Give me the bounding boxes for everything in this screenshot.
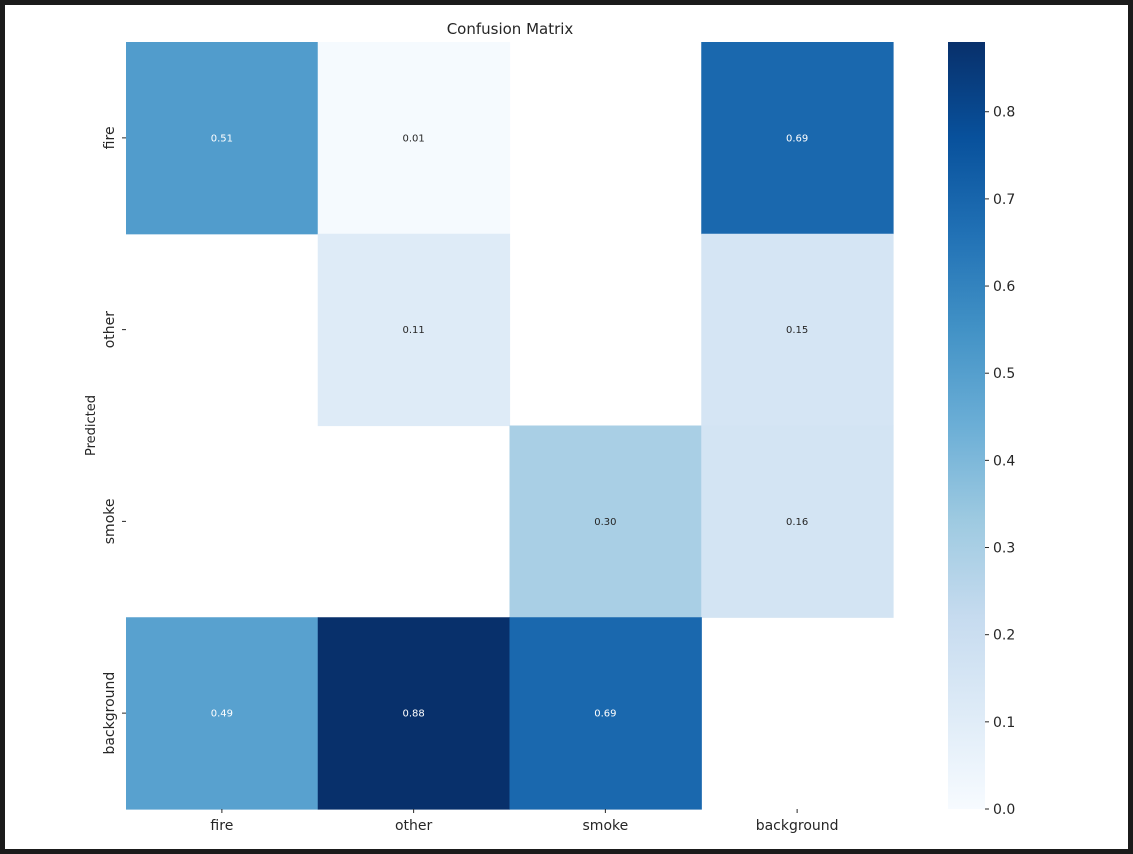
cell-background-other xyxy=(317,617,511,810)
y-tick-label-smoke: smoke xyxy=(102,499,118,545)
y-tick-label-fire: fire xyxy=(102,126,118,149)
cell-background-fire xyxy=(126,617,319,810)
colorbar-tick-label: 0.7 xyxy=(993,192,1015,208)
cell-label-background-fire: 0.49 xyxy=(211,709,233,720)
cell-other-background xyxy=(701,233,894,427)
x-tick-label-smoke: smoke xyxy=(583,818,629,834)
cell-smoke-background xyxy=(701,425,894,618)
heatmap-cell-labels: 0.51 0.01 0.69 0.11 0.15 0.30 0.16 0.49 0.88 0.69 xyxy=(211,133,809,719)
cell-label-other-background: 0.15 xyxy=(786,325,808,336)
y-axis-ticks: fire other smoke background xyxy=(102,126,126,755)
cell-fire-fire xyxy=(126,42,319,235)
y-axis-label: Predicted xyxy=(84,395,99,456)
x-axis-ticks: fire other smoke background xyxy=(210,809,839,834)
cell-label-background-other: 0.88 xyxy=(402,709,424,720)
colorbar-tick-label: 0.6 xyxy=(993,279,1015,295)
colorbar-tick-label: 0.4 xyxy=(993,453,1015,469)
cell-label-smoke-background: 0.16 xyxy=(786,517,808,528)
colorbar-tick-label: 0.8 xyxy=(993,105,1015,121)
cell-other-other xyxy=(317,233,511,427)
y-tick-label-other: other xyxy=(102,311,118,349)
x-tick-label-other: other xyxy=(395,818,433,834)
cell-smoke-smoke xyxy=(509,425,702,618)
cell-label-fire-fire: 0.51 xyxy=(211,133,233,144)
colorbar: 0.0 0.1 0.2 0.3 0.4 0.5 0.6 0.7 0.8 xyxy=(948,42,1015,818)
x-tick-label-fire: fire xyxy=(210,818,233,834)
y-tick-label-background: background xyxy=(102,672,118,755)
cell-label-other-other: 0.11 xyxy=(402,325,424,336)
heatmap-cells xyxy=(126,42,894,810)
cell-label-fire-other: 0.01 xyxy=(402,133,424,144)
confusion-matrix-chart: Confusion Matrix Predicted 0.51 0.01 0.690… xyxy=(84,20,1015,834)
cell-label-background-smoke: 0.69 xyxy=(594,709,616,720)
cell-fire-other xyxy=(317,42,511,235)
colorbar-tick-label: 0.3 xyxy=(993,541,1015,557)
colorbar-tick-label: 0.2 xyxy=(993,628,1015,644)
cell-fire-background xyxy=(701,42,894,235)
chart-title: Confusion Matrix xyxy=(447,20,574,38)
colorbar-tick-label: 0.5 xyxy=(993,366,1015,382)
cell-background-smoke xyxy=(509,617,702,810)
x-tick-label-background: background xyxy=(756,818,839,834)
colorbar-gradient xyxy=(948,42,985,809)
colorbar-tick-label: 0.0 xyxy=(993,802,1015,818)
cell-label-smoke-smoke: 0.30 xyxy=(594,517,616,528)
colorbar-tick-label: 0.1 xyxy=(993,715,1015,731)
chart-figure: Confusion Matrix Predicted 0.51 0.01 0.69 0… xyxy=(5,5,1128,849)
cell-label-fire-background: 0.69 xyxy=(786,133,808,144)
